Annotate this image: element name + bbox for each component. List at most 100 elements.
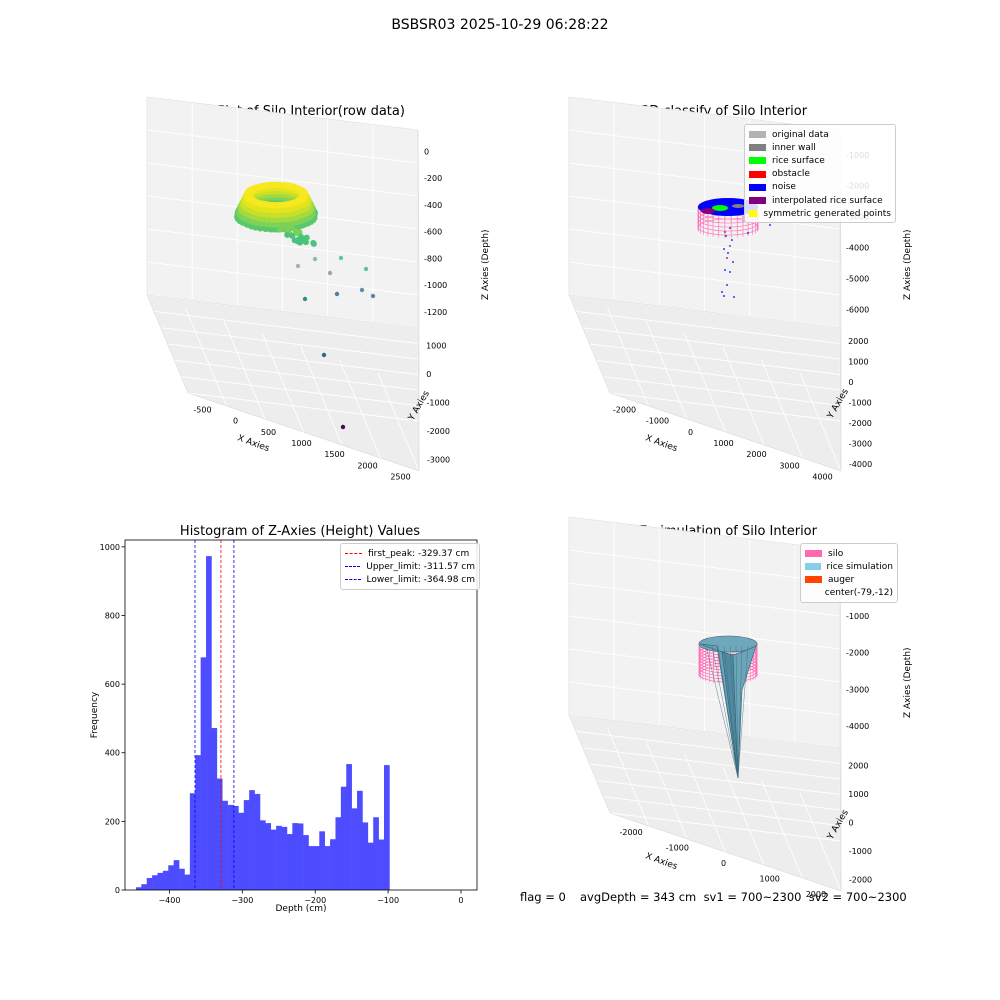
z-tick-label: -600 — [424, 228, 442, 237]
grid-line — [300, 346, 343, 446]
legend-item: obstacle — [749, 168, 891, 181]
grid-line — [568, 615, 841, 650]
x-tick-label: 1000 — [760, 875, 780, 884]
legend-label: silo — [828, 548, 844, 559]
panel1-point-cloud — [234, 181, 319, 247]
z-tick-label: 0 — [424, 147, 429, 156]
histogram-bar — [357, 790, 363, 890]
outlier-point — [295, 263, 301, 269]
x-tick-label: -1000 — [666, 843, 689, 852]
legend-label: Lower_limit: -364.98 cm — [366, 574, 475, 585]
histogram-bar — [265, 823, 272, 890]
noise-point — [727, 252, 729, 254]
cloud-point — [284, 211, 291, 218]
outlier-point — [334, 291, 340, 297]
box-edge — [146, 294, 419, 329]
box-edge — [609, 392, 842, 472]
z-tick-label: -1000 — [424, 281, 447, 290]
x-tick-label: 4000 — [812, 472, 832, 481]
rice-surface — [712, 205, 728, 211]
legend-item: original data — [749, 128, 891, 141]
noise-point — [729, 227, 731, 229]
cloud-point — [284, 215, 292, 223]
y-tick-label: -3000 — [849, 439, 872, 448]
x-tick-label: 2000 — [806, 890, 826, 899]
outlier-point — [363, 266, 369, 272]
grid-line — [609, 812, 882, 847]
noise-point — [729, 271, 731, 273]
y-tick-label: 1000 — [848, 790, 868, 799]
grid-line — [799, 792, 842, 892]
cloud-point — [310, 240, 317, 247]
x-tick-label: 1500 — [324, 450, 344, 459]
noise-point — [769, 224, 771, 226]
histogram-bar — [362, 822, 369, 890]
grid-line — [153, 310, 425, 345]
legend-item: Upper_limit: -311.57 cm — [345, 560, 475, 573]
legend-swatch — [749, 144, 766, 152]
x-tick-label: 0 — [233, 417, 238, 426]
x-tick-label: −200 — [304, 896, 326, 905]
y-tick-label: 0 — [115, 886, 120, 895]
y-tick-label: -1000 — [849, 399, 872, 408]
y-tick-label: -2000 — [849, 876, 872, 885]
noise-point — [731, 239, 733, 241]
grid-line — [589, 763, 861, 798]
legend-swatch — [805, 563, 821, 571]
legend-swatch — [805, 576, 822, 584]
x-tick-label: -2000 — [613, 406, 636, 415]
silo-mesh-ring — [697, 218, 759, 236]
grid-line — [722, 766, 765, 866]
legend-line — [345, 553, 362, 555]
interpolated-point — [724, 231, 726, 233]
histogram-bar — [206, 556, 212, 890]
grid-line — [146, 228, 419, 263]
y-tick-label: 0 — [848, 378, 853, 387]
grid-line — [596, 359, 868, 394]
histogram-bar — [259, 820, 266, 890]
rice-cone-mesh — [705, 645, 739, 779]
legend-item: center(-79,-12) — [805, 587, 893, 600]
grid-line — [568, 261, 841, 296]
z-tick-label: -400 — [424, 201, 442, 210]
rice-cone-mesh — [737, 645, 743, 779]
noise-point — [726, 284, 728, 286]
rice-cone-mesh — [711, 645, 739, 779]
grid-line — [568, 228, 841, 263]
grid-line — [167, 343, 439, 378]
noise-point — [723, 248, 725, 250]
histogram-bar — [200, 657, 207, 890]
z-tick-label: -800 — [424, 254, 442, 263]
grid-line — [761, 779, 803, 879]
x-tick-label: 2000 — [357, 461, 377, 470]
histogram-bar — [313, 846, 320, 890]
legend-label: original data — [772, 129, 829, 140]
x-tick-label: -1000 — [646, 417, 669, 426]
box-edge — [146, 96, 419, 131]
grid-line — [607, 307, 649, 407]
histogram-bar — [292, 823, 299, 890]
rice-cone-mesh — [737, 645, 749, 779]
legend-label: rice simulation — [826, 561, 893, 572]
rice-cone-shade — [721, 651, 739, 779]
grid-line — [609, 392, 882, 427]
grid-line — [339, 359, 381, 459]
panel4-rice-simulation — [698, 635, 758, 779]
rice-cone-mesh — [723, 645, 739, 779]
grid-line — [146, 261, 419, 296]
histogram-bar — [227, 804, 234, 890]
grid-line — [645, 320, 688, 420]
y-tick-label: 0 — [426, 370, 431, 379]
outlier-point — [312, 256, 318, 262]
y-tick-label: 1000 — [426, 341, 446, 350]
legend-swatch — [749, 157, 766, 165]
legend-swatch — [749, 183, 766, 191]
panel4-axes-box — [568, 516, 882, 892]
legend-item: silo — [805, 547, 893, 560]
grid-line — [181, 376, 453, 411]
grid-line — [575, 730, 847, 765]
histogram-bar — [308, 846, 315, 890]
cloud-point — [289, 232, 296, 239]
box-edge — [568, 714, 611, 814]
